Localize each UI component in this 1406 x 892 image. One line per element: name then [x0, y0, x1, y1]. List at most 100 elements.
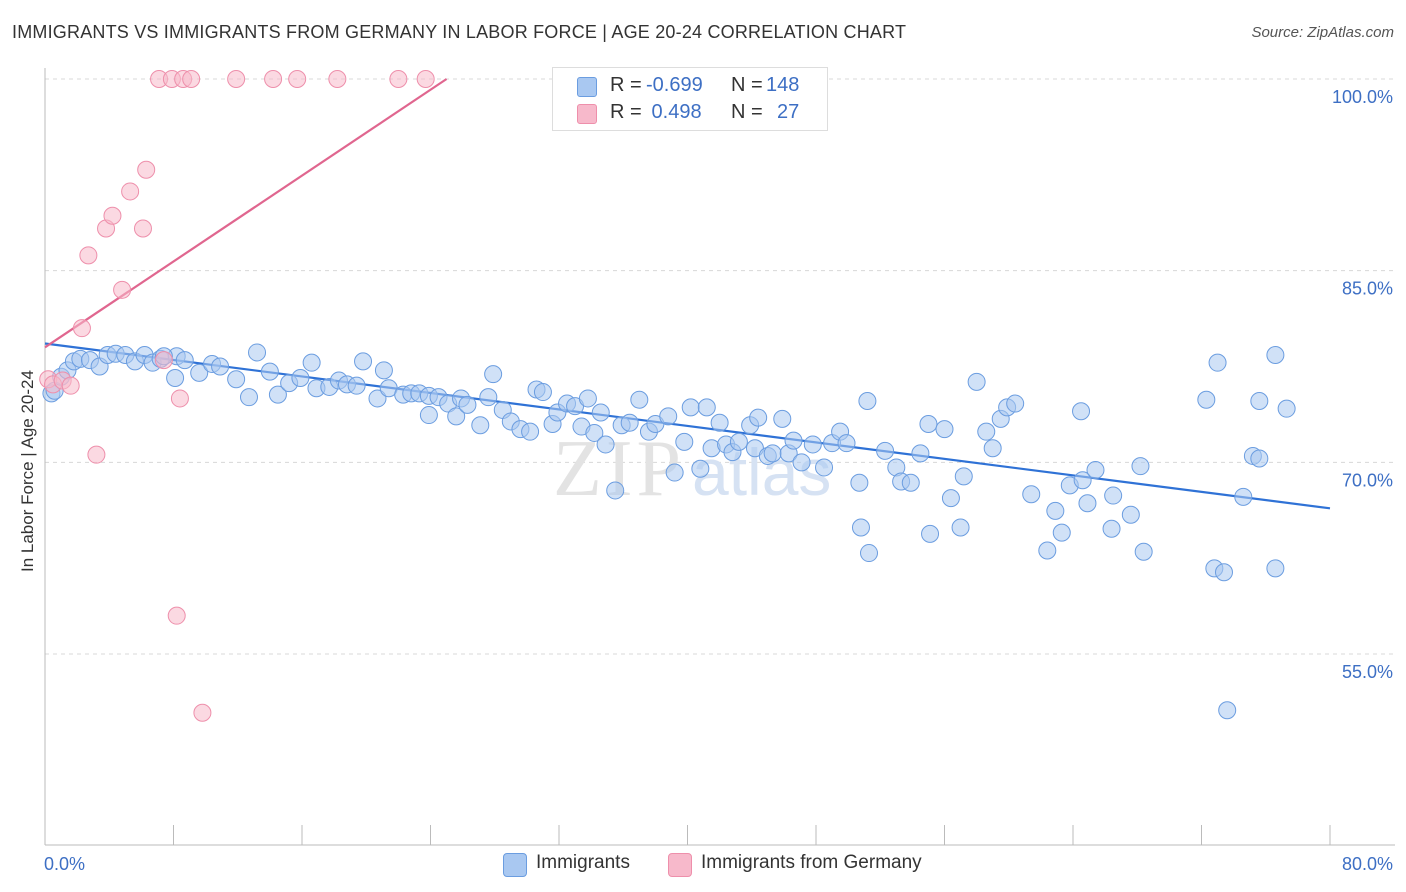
immigrants-point [260, 362, 279, 381]
immigrants-point [248, 343, 267, 362]
n-value: 148 [766, 74, 800, 96]
immigrants-point [302, 353, 321, 372]
n-label: N = [731, 101, 763, 123]
immigrants-point [239, 388, 258, 407]
immigrants-point [1266, 346, 1285, 364]
tick-labels: 100.0% 85.0% 70.0% 55.0% 0.0% 80.0% [44, 87, 1393, 874]
immigrants-point [374, 361, 393, 380]
immigrants-point [630, 390, 649, 409]
immigrants-point [291, 369, 310, 387]
y-tick-label: 100.0% [1332, 87, 1393, 107]
immigrants-point [911, 444, 930, 463]
germany-point [193, 703, 212, 722]
immigrants-point [458, 395, 477, 414]
germany-point [227, 70, 246, 88]
immigrants-point [1250, 449, 1269, 468]
data-points [39, 70, 1296, 722]
germany-point [170, 389, 189, 408]
bottom-legend-label: Immigrants from Germany [701, 852, 922, 873]
germany-point [416, 70, 435, 88]
immigrants-point [803, 435, 822, 454]
immigrants-point [1086, 461, 1105, 479]
germany-point [154, 351, 173, 370]
germany-point [87, 445, 106, 464]
immigrants-point [1234, 487, 1253, 506]
y-axis-label: In Labor Force | Age 20-24 [18, 370, 37, 572]
immigrants-point [1022, 485, 1041, 504]
immigrants-point [858, 392, 877, 410]
legend-swatch-blue [577, 77, 597, 97]
immigrants-point [447, 407, 466, 426]
immigrants-point [166, 369, 185, 387]
chart-title: IMMIGRANTS VS IMMIGRANTS FROM GERMANY IN… [12, 22, 907, 42]
y-tick-label: 70.0% [1342, 470, 1393, 490]
immigrants-point [773, 409, 792, 428]
immigrants-point [368, 389, 387, 408]
immigrants-point [606, 481, 625, 500]
immigrants-point [951, 518, 970, 537]
immigrants-point [1052, 523, 1071, 542]
immigrants-point [1073, 471, 1092, 490]
immigrants-point [749, 408, 768, 427]
immigrants-point [578, 389, 597, 408]
immigrants-point [1218, 701, 1237, 720]
immigrants-point [1038, 541, 1057, 560]
immigrants-point [1102, 519, 1121, 538]
immigrants-point [1277, 399, 1296, 418]
immigrants-point [837, 434, 856, 453]
x-tick-label-min: 0.0% [44, 854, 85, 874]
immigrants-point [175, 351, 194, 370]
n-value: 27 [777, 101, 800, 123]
immigrants-point [1134, 542, 1153, 561]
immigrants-point [533, 383, 552, 402]
immigrants-point [190, 363, 209, 382]
immigrants-point [675, 432, 694, 451]
legend-swatch-pink [577, 104, 597, 124]
immigrants-point [983, 439, 1002, 458]
immigrants-point [354, 352, 373, 371]
n-label: N = [731, 74, 763, 96]
bottom-legend-swatch-blue [503, 853, 527, 877]
immigrants-point [697, 398, 716, 417]
germany-point [121, 182, 140, 201]
immigrants-point [901, 473, 920, 492]
germany-point [288, 70, 307, 88]
correlation-legend: R = -0.699 N = 148 R = 0.498 N = 27 [552, 67, 828, 131]
immigrants-point [977, 422, 996, 441]
immigrants-point [521, 422, 540, 441]
immigrants-point [1214, 563, 1233, 582]
source-credit: Source: ZipAtlas.com [1251, 24, 1394, 41]
immigrants-point [792, 453, 811, 472]
trend-line-germany [44, 78, 448, 349]
immigrants-point [941, 489, 960, 508]
x-tick-label-max: 80.0% [1342, 854, 1393, 874]
germany-point [113, 280, 132, 299]
bottom-legend-swatch-pink [668, 853, 692, 877]
immigrants-point [227, 370, 246, 389]
immigrants-point [763, 444, 782, 463]
r-value: -0.699 [646, 74, 703, 96]
immigrants-point [729, 432, 748, 451]
trend-lines [44, 78, 1331, 510]
immigrants-point [1078, 494, 1097, 513]
y-tick-label: 85.0% [1342, 279, 1393, 299]
immigrants-point [479, 388, 498, 407]
immigrants-point [919, 415, 938, 433]
germany-point [72, 319, 91, 338]
immigrants-point [1072, 402, 1091, 421]
immigrants-point [967, 372, 986, 391]
r-value: 0.498 [646, 101, 702, 123]
immigrants-point [665, 463, 684, 482]
immigrants-point [681, 398, 700, 417]
immigrants-point [268, 385, 287, 404]
immigrants-point [935, 420, 954, 439]
axes [44, 68, 1395, 846]
immigrants-point [691, 459, 710, 478]
trend-line-immigrants [44, 342, 1331, 510]
immigrants-point [921, 524, 940, 543]
immigrants-point [1197, 390, 1216, 409]
immigrants-point [484, 365, 503, 384]
legend-row-germany: R = 0.498 N = 27 [553, 101, 827, 127]
immigrants-point [347, 376, 366, 395]
r-label: R = [610, 101, 642, 123]
